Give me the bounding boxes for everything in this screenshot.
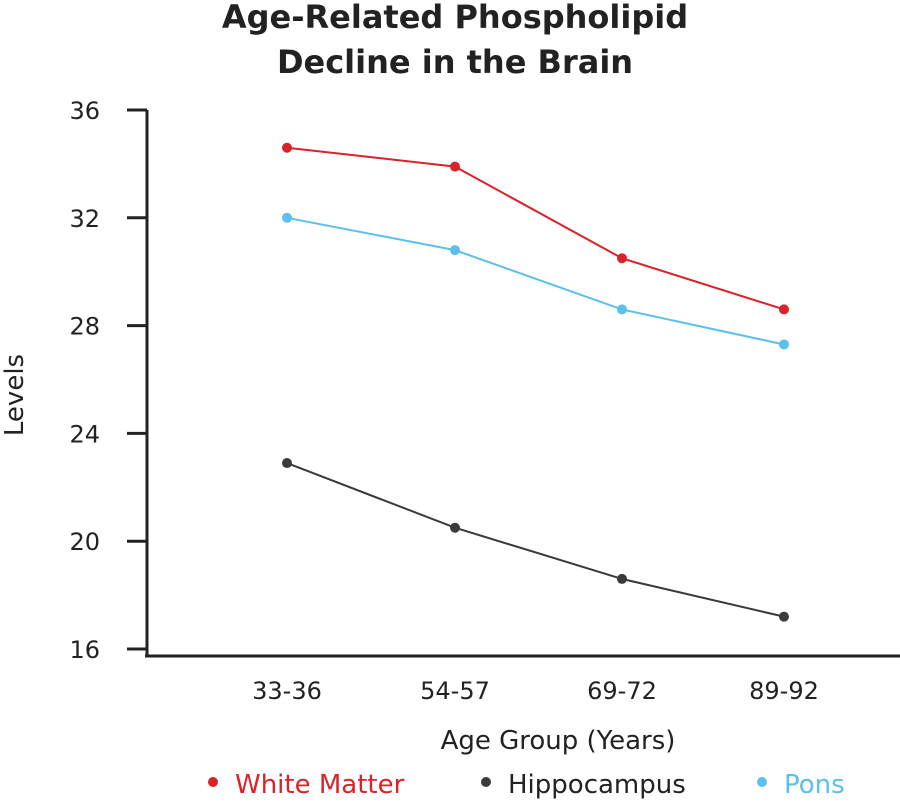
series-line	[286, 462, 785, 618]
y-tick-label: 20	[69, 528, 100, 556]
data-point	[779, 304, 789, 315]
y-tick-label: 36	[69, 97, 100, 125]
data-point	[617, 573, 627, 584]
data-point	[282, 212, 292, 223]
legend-label: Pons	[784, 770, 845, 800]
x-tick-label: 54-57	[420, 677, 490, 705]
series-layer	[282, 142, 789, 622]
data-point	[779, 339, 789, 350]
y-tick-label: 24	[69, 420, 100, 448]
y-axis-label: Levels	[0, 354, 30, 436]
series-line	[286, 216, 785, 346]
data-point	[282, 458, 292, 469]
y-tick-label: 16	[69, 636, 100, 664]
series-pons	[282, 212, 789, 350]
data-point	[450, 161, 460, 172]
legend-label: Hippocampus	[508, 770, 686, 800]
y-axis-ticks: 16 20 24 28 32 36	[69, 97, 147, 664]
chart-title-line-2: Decline in the Brain	[277, 43, 633, 81]
data-point	[617, 304, 627, 315]
legend-label: White Matter	[235, 770, 405, 800]
legend-marker	[757, 777, 767, 787]
series-white-matter	[282, 142, 789, 315]
data-point	[779, 611, 789, 622]
series-hippocampus	[282, 458, 789, 622]
legend-item: White Matter	[208, 770, 405, 800]
legend: White Matter Hippocampus Pons	[208, 770, 845, 800]
chart-title-line-1: Age-Related Phospholipid	[222, 0, 688, 36]
legend-item: Hippocampus	[481, 770, 686, 800]
series-line	[286, 146, 785, 311]
data-point	[450, 245, 460, 256]
x-tick-label: 33-36	[252, 677, 322, 705]
x-axis-ticks: 33-36 54-57 69-72 89-92	[252, 677, 819, 705]
data-point	[450, 522, 460, 533]
x-tick-label: 89-92	[749, 677, 819, 705]
legend-marker	[481, 777, 491, 787]
x-axis-label: Age Group (Years)	[441, 726, 676, 756]
legend-item: Pons	[757, 770, 845, 800]
y-tick-label: 32	[69, 205, 100, 233]
y-tick-label: 28	[69, 313, 100, 341]
legend-marker	[208, 777, 218, 787]
data-point	[617, 253, 627, 264]
data-point	[282, 142, 292, 153]
x-tick-label: 69-72	[587, 677, 657, 705]
